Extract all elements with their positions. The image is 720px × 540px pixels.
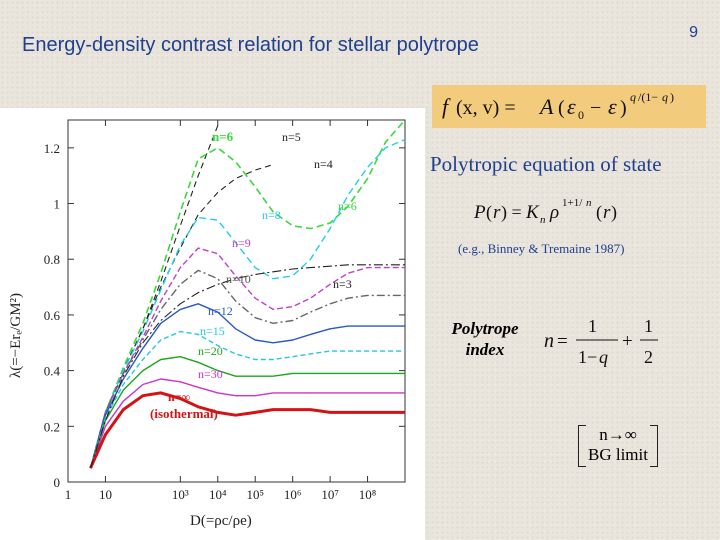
svg-text:n: n xyxy=(540,214,546,226)
x-tick-label: 10⁸ xyxy=(359,487,377,502)
series-line xyxy=(89,119,406,469)
label-n9: n=9 xyxy=(232,236,251,250)
polytrope-index-label: Polytrope index xyxy=(440,318,530,360)
svg-text:q: q xyxy=(630,90,636,104)
svg-text:(: ( xyxy=(558,97,565,119)
svg-text:q: q xyxy=(599,347,608,367)
formula-df-svg: f (x, v) = A ( ε 0 − ε ) q /(1− q ) xyxy=(442,90,674,122)
slide-title: Energy-density contrast relation for ste… xyxy=(22,34,479,56)
polytrope-chart: 0 0.2 0.4 0.6 0.8 1 1.2 1 10 10³ 10⁴ 10⁵ 10⁶ 10⁷ 10⁸ n… xyxy=(0,108,425,540)
x-tick-label: 10 xyxy=(99,487,112,502)
y-tick-label: 0 xyxy=(54,475,61,490)
svg-text:f: f xyxy=(442,94,451,119)
svg-text:) =: ) = xyxy=(501,202,522,223)
label-n20: n=20 xyxy=(198,344,223,358)
limit-line2: BG limit xyxy=(588,445,648,464)
y-tick-label: 0.8 xyxy=(44,252,60,267)
label-ninf: n=∞ xyxy=(168,390,191,404)
x-tick-label: 10⁶ xyxy=(284,487,302,502)
svg-text:ε: ε xyxy=(567,94,576,119)
label-n10: n=10 xyxy=(226,272,251,286)
svg-text:+: + xyxy=(622,331,633,352)
eos-label: Polytropic equation of state xyxy=(430,152,662,176)
svg-text:n: n xyxy=(544,330,554,352)
svg-text:(x, v) =: (x, v) = xyxy=(456,97,516,119)
bg-limit-note: n→∞ BG limit xyxy=(578,425,658,467)
series-line xyxy=(89,247,405,469)
svg-text:−: − xyxy=(590,97,601,119)
series-line xyxy=(89,330,405,469)
y-tick-label: 0.6 xyxy=(44,308,61,323)
y-tick-label: 0.4 xyxy=(44,364,61,379)
svg-text:r: r xyxy=(603,202,611,223)
svg-text:2: 2 xyxy=(644,347,653,367)
svg-text:(: ( xyxy=(596,202,602,223)
label-n30: n=30 xyxy=(198,367,223,381)
series-line xyxy=(89,391,405,469)
label-isothermal: (isothermal) xyxy=(150,406,218,421)
svg-text:ε: ε xyxy=(608,94,617,119)
label-n6b: n=6 xyxy=(338,199,357,213)
svg-text:=: = xyxy=(557,331,568,352)
svg-text:r: r xyxy=(493,202,501,223)
svg-text:(: ( xyxy=(486,202,492,223)
eos-formula: P ( r ) = K n ρ 1+1/ n ( r ) xyxy=(473,197,617,226)
series-line xyxy=(89,378,405,469)
page-number: 9 xyxy=(689,24,698,41)
svg-text:): ) xyxy=(620,97,627,119)
series-line xyxy=(89,269,405,469)
svg-text:1: 1 xyxy=(588,316,597,336)
label-n8: n=8 xyxy=(262,208,281,222)
series-line xyxy=(89,264,405,469)
y-tick-label: 0.2 xyxy=(44,419,60,434)
y-tick-label: 1 xyxy=(54,197,61,212)
distribution-function-formula: f (x, v) = A ( ε 0 − ε ) q /(1− q ) xyxy=(432,85,706,128)
svg-text:): ) xyxy=(670,90,674,104)
y-axis-label: λ(=−Erₑ/GM²) xyxy=(8,293,24,378)
series-line xyxy=(89,356,405,469)
svg-text:): ) xyxy=(611,202,617,223)
svg-text:K: K xyxy=(525,202,540,223)
label-n12: n=12 xyxy=(208,304,233,318)
polytrope-label-line2: index xyxy=(465,340,505,359)
label-n3: n=3 xyxy=(333,277,352,291)
x-tick-label: 1 xyxy=(65,487,72,502)
series-line xyxy=(89,303,405,469)
series-line xyxy=(89,164,274,469)
svg-text:1: 1 xyxy=(644,316,653,336)
svg-text:P: P xyxy=(473,202,486,223)
svg-text:1+1/: 1+1/ xyxy=(562,197,583,209)
right-bracket xyxy=(650,425,658,467)
label-n15: n=15 xyxy=(200,324,225,338)
reference-citation: (e.g., Binney & Tremaine 1987) xyxy=(458,241,625,256)
svg-text:0: 0 xyxy=(578,108,584,122)
polytrope-label-line1: Polytrope xyxy=(451,319,519,338)
label-n4: n=4 xyxy=(314,157,333,171)
series-line xyxy=(89,138,406,469)
svg-text:A: A xyxy=(538,94,554,119)
left-bracket xyxy=(578,425,586,467)
svg-text:/(1−: /(1− xyxy=(638,90,658,104)
limit-line1: n→∞ xyxy=(599,425,637,444)
x-tick-label: 10⁴ xyxy=(209,487,227,502)
x-axis-label: D(=ρc/ρe) xyxy=(190,513,252,529)
svg-text:ρ: ρ xyxy=(549,202,559,223)
x-tick-label: 10⁵ xyxy=(246,487,264,502)
polytrope-index-formula: n = 1 1− q + 1 2 xyxy=(544,316,658,367)
x-tick-label: 10⁷ xyxy=(321,487,339,502)
y-tick-label: 1.2 xyxy=(44,141,60,156)
svg-text:1−: 1− xyxy=(578,347,597,367)
label-n5: n=5 xyxy=(282,130,301,144)
label-n6: n=6 xyxy=(212,129,234,144)
plot-frame xyxy=(67,119,406,483)
x-tick-label: 10³ xyxy=(172,487,189,502)
svg-text:n: n xyxy=(586,197,592,209)
svg-text:q: q xyxy=(662,90,668,104)
